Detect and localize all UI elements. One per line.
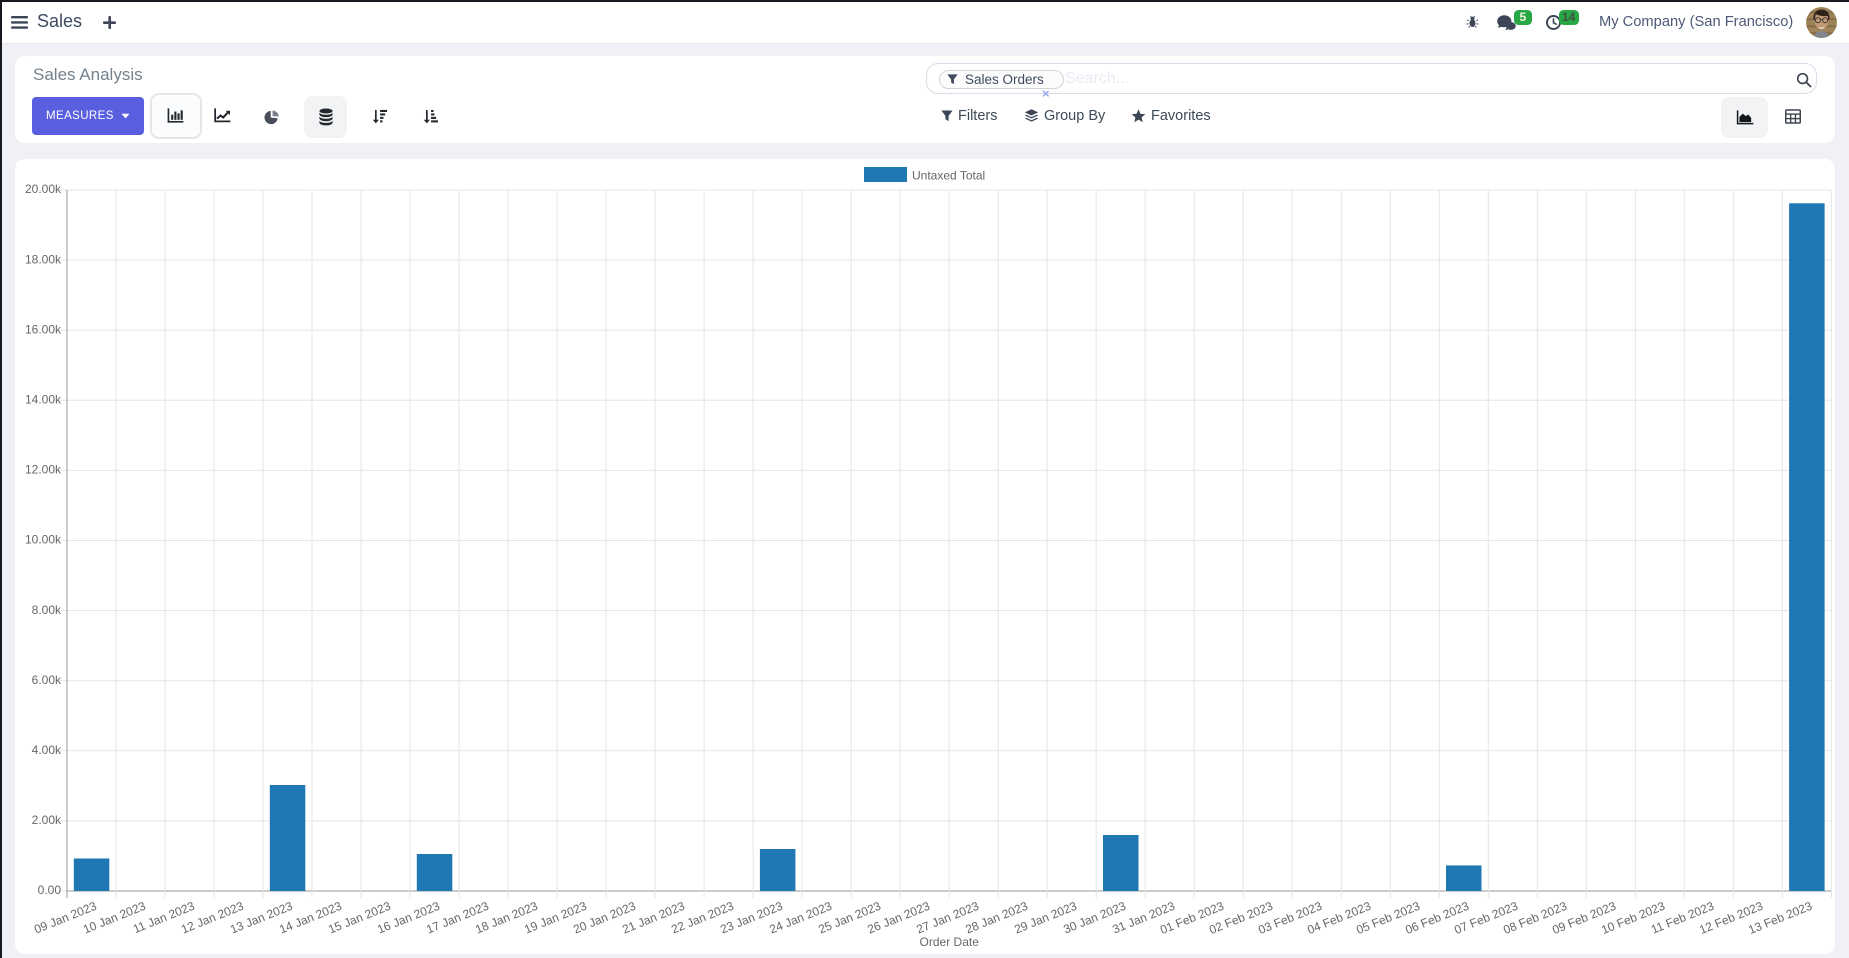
svg-text:6.00k: 6.00k	[32, 673, 62, 687]
svg-text:4.00k: 4.00k	[32, 743, 62, 757]
svg-text:16.00k: 16.00k	[25, 322, 62, 336]
svg-text:10.00k: 10.00k	[25, 533, 62, 547]
svg-text:14.00k: 14.00k	[25, 392, 62, 406]
svg-text:18.00k: 18.00k	[25, 252, 62, 266]
svg-text:Untaxed Total: Untaxed Total	[912, 169, 985, 183]
svg-text:20.00k: 20.00k	[25, 182, 62, 196]
svg-text:2.00k: 2.00k	[32, 813, 62, 827]
svg-text:0.00: 0.00	[38, 883, 62, 897]
svg-text:Order Date: Order Date	[920, 935, 980, 949]
svg-text:12.00k: 12.00k	[25, 463, 62, 477]
svg-text:8.00k: 8.00k	[32, 603, 62, 617]
